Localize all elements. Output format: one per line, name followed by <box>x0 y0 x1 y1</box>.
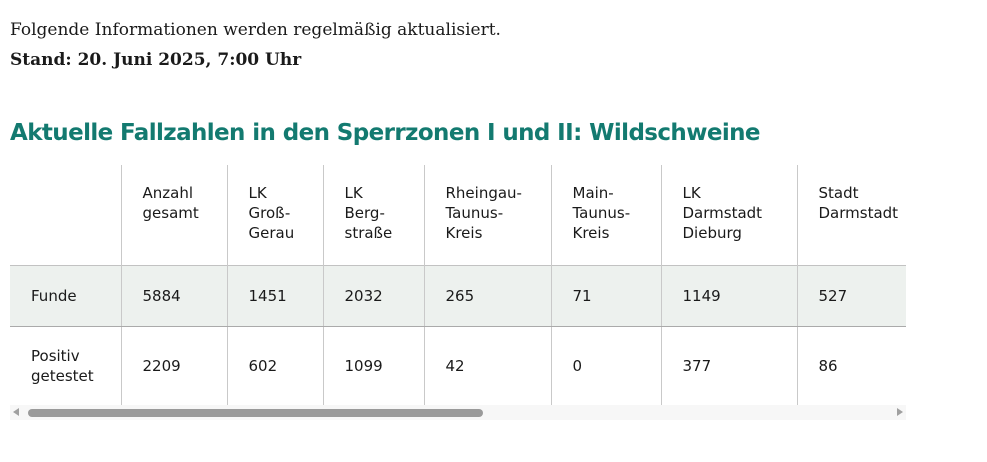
table-cell: 265 <box>423 264 551 327</box>
table-cell: 1149 <box>660 264 797 327</box>
table-cell: 602 <box>226 326 323 405</box>
table-header-row: Anzahl gesamt LK Groß- Gerau LK Berg- st… <box>10 165 906 265</box>
table-scroll-container[interactable]: Anzahl gesamt LK Groß- Gerau LK Berg- st… <box>10 165 906 405</box>
horizontal-scrollbar[interactable] <box>10 405 906 420</box>
header-cell: Rheingau- Taunus- Kreis <box>423 165 551 265</box>
header-cell: LK Berg- straße <box>322 165 424 265</box>
header-cell: LK Groß- Gerau <box>226 165 323 265</box>
table-cell: 2209 <box>120 326 227 405</box>
header-cell: Stadt Darmstadt <box>796 165 906 265</box>
table-cell: 1451 <box>226 264 323 327</box>
cases-table: Anzahl gesamt LK Groß- Gerau LK Berg- st… <box>10 165 906 405</box>
header-cell <box>10 165 121 265</box>
header-cell: LK Darmstadt Dieburg <box>660 165 797 265</box>
table-cell: 5884 <box>120 264 227 327</box>
table-cell: 2032 <box>322 264 424 327</box>
table-cell: 71 <box>550 264 661 327</box>
table-cell: 377 <box>660 326 797 405</box>
table-cell: 1099 <box>322 326 424 405</box>
table-cell: 527 <box>796 264 906 327</box>
intro: Folgende Informationen werden regelmäßig… <box>10 18 501 72</box>
section-title: Aktuelle Fallzahlen in den Sperrzonen I … <box>10 120 761 146</box>
row-label: Funde <box>10 264 121 327</box>
intro-text: Folgende Informationen werden regelmäßig… <box>10 20 501 40</box>
table-row: Positiv getestet 2209 602 1099 42 0 377 … <box>10 326 906 405</box>
header-cell: Anzahl gesamt <box>120 165 227 265</box>
scrollbar-thumb[interactable] <box>28 409 483 417</box>
row-label: Positiv getestet <box>31 347 94 385</box>
table-row: Funde 5884 1451 2032 265 71 1149 527 <box>10 264 906 327</box>
table-cell: 0 <box>550 326 661 405</box>
header-cell: Main- Taunus- Kreis <box>550 165 661 265</box>
stand-date: Stand: 20. Juni 2025, 7:00 Uhr <box>10 50 302 70</box>
table-cell: 86 <box>796 326 906 405</box>
table-cell: 42 <box>423 326 551 405</box>
arrow-right-icon[interactable] <box>897 408 903 416</box>
arrow-left-icon[interactable] <box>13 408 19 416</box>
